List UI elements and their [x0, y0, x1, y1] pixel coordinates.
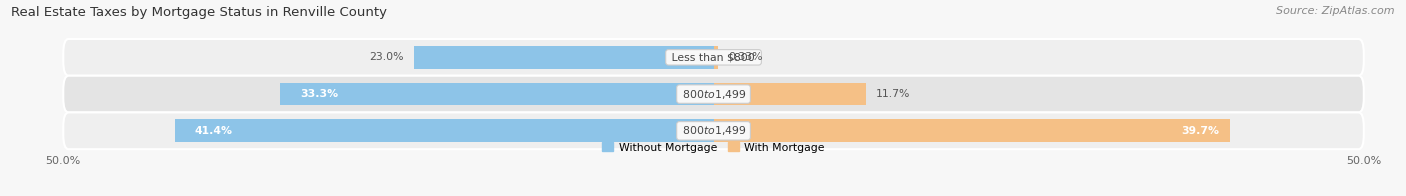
FancyBboxPatch shape: [63, 113, 1364, 149]
Text: $800 to $1,499: $800 to $1,499: [679, 124, 748, 137]
Text: 33.3%: 33.3%: [299, 89, 337, 99]
Text: 0.33%: 0.33%: [728, 52, 762, 62]
FancyBboxPatch shape: [63, 39, 1364, 76]
Bar: [713, 46, 718, 69]
Bar: [176, 119, 713, 142]
Legend: Without Mortgage, With Mortgage: Without Mortgage, With Mortgage: [598, 138, 830, 157]
Bar: [713, 119, 1230, 142]
Text: Real Estate Taxes by Mortgage Status in Renville County: Real Estate Taxes by Mortgage Status in …: [11, 6, 387, 19]
Bar: [415, 46, 713, 69]
Text: 39.7%: 39.7%: [1181, 126, 1219, 136]
Bar: [713, 83, 866, 105]
Text: 11.7%: 11.7%: [876, 89, 911, 99]
FancyBboxPatch shape: [63, 76, 1364, 113]
Bar: [280, 83, 713, 105]
Text: Source: ZipAtlas.com: Source: ZipAtlas.com: [1277, 6, 1395, 16]
Text: 41.4%: 41.4%: [194, 126, 232, 136]
Text: Less than $800: Less than $800: [668, 52, 759, 62]
Text: $800 to $1,499: $800 to $1,499: [679, 88, 748, 101]
Text: 23.0%: 23.0%: [370, 52, 404, 62]
